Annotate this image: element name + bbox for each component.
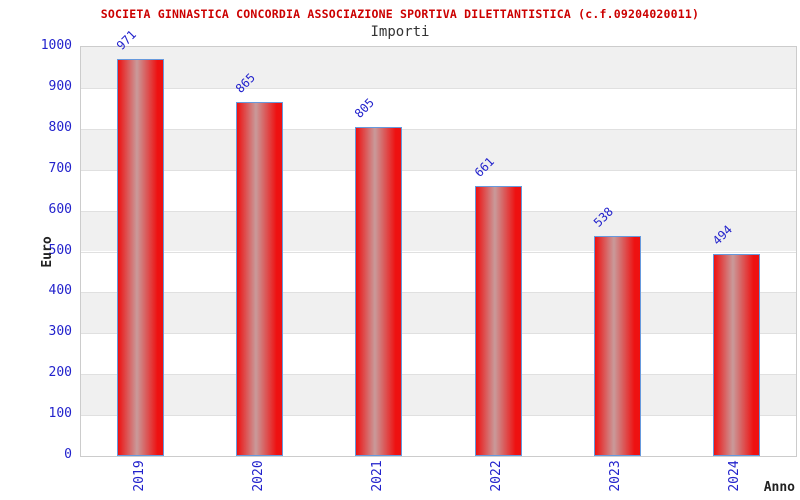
gridline <box>81 87 796 89</box>
x-tick-label: 2019 <box>131 460 147 492</box>
plot-band <box>81 415 796 456</box>
y-tick-label: 600 <box>48 201 72 217</box>
x-tick-label: 2021 <box>369 460 385 492</box>
plot-band <box>81 292 796 334</box>
bar-2024 <box>712 253 760 456</box>
x-axis-label: Anno <box>763 480 795 495</box>
y-tick-label: 1000 <box>40 38 72 53</box>
y-tick-label: 800 <box>48 119 72 135</box>
plot-band <box>81 128 796 170</box>
plot-band <box>81 333 796 375</box>
chart-title: SOCIETA GINNASTICA CONCORDIA ASSOCIAZION… <box>100 7 700 21</box>
y-tick-label: 0 <box>64 447 72 462</box>
plot-band <box>81 251 796 293</box>
y-axis-label: Euro <box>40 236 55 268</box>
plot-band <box>81 210 796 252</box>
x-tick-label: 2023 <box>608 460 624 492</box>
y-tick-label: 400 <box>48 283 72 299</box>
plot-band <box>81 374 796 416</box>
plot-area <box>80 46 797 457</box>
plot-band <box>81 87 796 129</box>
y-tick-label: 200 <box>48 365 72 381</box>
plot-band <box>81 47 796 88</box>
gridline <box>81 210 796 212</box>
gridline <box>81 169 796 171</box>
gridline <box>81 415 796 417</box>
x-tick-label: 2022 <box>489 460 505 492</box>
y-tick-label: 500 <box>48 242 72 258</box>
y-tick-label: 300 <box>48 324 72 340</box>
gridline <box>81 128 796 130</box>
y-tick-label: 100 <box>48 406 72 422</box>
gridline <box>81 292 796 294</box>
gridline <box>81 251 796 253</box>
y-tick-label: 700 <box>48 160 72 176</box>
chart-subtitle: Importi <box>370 24 430 40</box>
plot-band <box>81 169 796 211</box>
gridline <box>81 333 796 335</box>
x-tick-label: 2020 <box>250 460 266 492</box>
gridline <box>81 374 796 376</box>
bar-2019 <box>117 58 165 456</box>
y-tick-label: 900 <box>48 78 72 94</box>
x-tick-label: 2024 <box>727 460 743 492</box>
bar-2022 <box>474 185 522 456</box>
bar-2023 <box>593 235 641 456</box>
bar-2021 <box>355 126 403 456</box>
bar-2020 <box>236 102 284 456</box>
